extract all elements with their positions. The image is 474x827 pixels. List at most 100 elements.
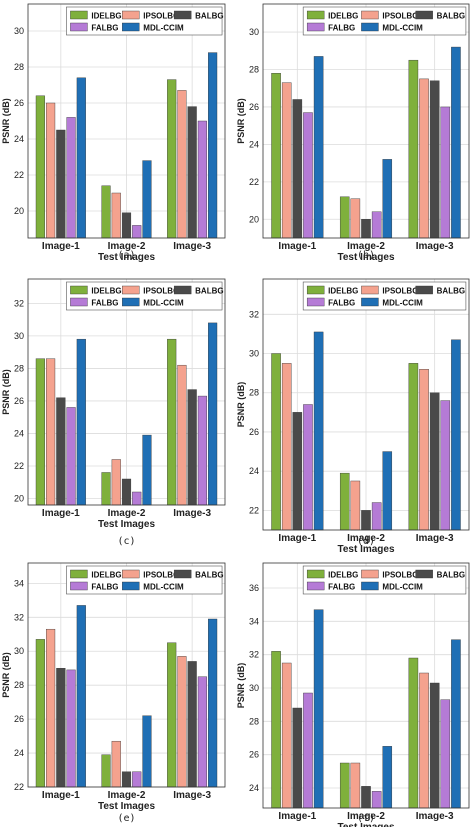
bar-ipsolbg-image-1: [281, 82, 292, 239]
x-tick-label: Image-1: [278, 533, 316, 544]
plot-frame: [262, 278, 470, 531]
legend-label-falbg: FALBG: [91, 299, 118, 308]
bar-mdl-ccim-image-1: [76, 605, 86, 788]
plot-frame: [262, 3, 470, 239]
y-tick-label: 30: [14, 26, 24, 36]
bar-ipsolbg-image-3: [419, 369, 429, 531]
bar-falbg-image-2: [132, 771, 142, 788]
y-tick-label: 32: [14, 612, 24, 622]
legend-swatch-balbg: [415, 285, 433, 295]
y-tick-label: 30: [249, 683, 259, 693]
y-tick-label: 24: [14, 428, 24, 438]
legend-label-mdl-ccim: MDL-CCIM: [382, 583, 423, 592]
bar-mdl-ccim-image-2: [142, 715, 152, 788]
x-axis-title: Test Images: [337, 822, 394, 827]
y-tick-label: 26: [249, 750, 259, 760]
legend: IDELBG IPSOLBG BALBG FALBG MDL-CCIM: [66, 565, 224, 595]
y-tick-label: 24: [14, 134, 24, 144]
bar-balbg-image-1: [56, 129, 66, 239]
legend-swatch-ipsolbg: [361, 285, 379, 295]
x-tick-label: Image-2: [347, 533, 385, 544]
y-tick-label: 32: [249, 650, 259, 660]
legend-swatch-falbg: [306, 22, 325, 32]
legend-swatch-ipsolbg: [361, 10, 379, 20]
legend-label-balbg: BALBG: [437, 571, 465, 580]
bar-ipsolbg-image-2: [350, 480, 361, 531]
bar-falbg-image-1: [66, 407, 76, 506]
bar-falbg-image-1: [303, 112, 313, 239]
panel-label: (d): [357, 536, 375, 547]
x-tick-label: Image-2: [108, 508, 146, 519]
bar-idelbg-image-3: [167, 338, 177, 506]
legend: IDELBG IPSOLBG BALBG FALBG MDL-CCIM: [302, 6, 467, 36]
bar-balbg-image-1: [56, 397, 66, 506]
bar-balbg-image-2: [361, 786, 371, 809]
bar-ipsolbg-image-2: [350, 762, 361, 809]
legend-swatch-falbg: [306, 581, 325, 591]
legend-swatch-idelbg: [306, 569, 325, 579]
bar-falbg-image-3: [440, 400, 451, 531]
legend-label-mdl-ccim: MDL-CCIM: [143, 583, 184, 592]
y-axis-title: PSNR (dB): [236, 98, 246, 144]
y-tick-label: 32: [249, 309, 259, 319]
legend-label-idelbg: IDELBG: [328, 287, 358, 296]
bar-balbg-image-3: [429, 682, 440, 809]
panel-label: (c): [117, 536, 135, 547]
legend-swatch-mdl-ccim: [361, 581, 379, 591]
bar-falbg-image-2: [371, 211, 382, 239]
bar-balbg-image-3: [429, 80, 440, 239]
bar-balbg-image-3: [187, 661, 197, 788]
bar-idelbg-image-1: [35, 358, 45, 506]
bar-ipsolbg-image-3: [419, 672, 429, 809]
bar-idelbg-image-2: [339, 196, 350, 239]
bar-mdl-ccim-image-1: [76, 338, 86, 506]
bar-falbg-image-1: [66, 117, 76, 239]
legend-label-idelbg: IDELBG: [91, 12, 121, 21]
x-tick-label: Image-1: [42, 790, 80, 801]
legend-label-ipsolbg: IPSOLBG: [143, 12, 179, 21]
x-tick-label: Image-3: [416, 241, 454, 252]
x-axis-title: Test Images: [337, 544, 394, 555]
legend-label-mdl-ccim: MDL-CCIM: [143, 299, 184, 308]
bar-falbg-image-2: [132, 491, 142, 506]
x-tick-label: Image-3: [416, 533, 454, 544]
y-tick-label: 26: [14, 396, 24, 406]
legend-label-ipsolbg: IPSOLBG: [382, 12, 418, 21]
legend-swatch-falbg: [70, 297, 88, 307]
legend-swatch-idelbg: [306, 285, 325, 295]
legend-label-falbg: FALBG: [328, 299, 355, 308]
bar-ipsolbg-image-2: [111, 459, 121, 506]
bar-ipsolbg-image-2: [350, 198, 361, 239]
bar-ipsolbg-image-3: [419, 78, 429, 239]
x-tick-label: Image-2: [347, 811, 385, 822]
legend-swatch-ipsolbg: [122, 10, 140, 20]
x-tick-label: Image-3: [173, 790, 211, 801]
y-tick-label: 24: [249, 466, 259, 476]
legend-swatch-balbg: [415, 569, 433, 579]
bar-idelbg-image-2: [101, 754, 111, 788]
legend-swatch-ipsolbg: [361, 569, 379, 579]
y-tick-label: 20: [249, 214, 259, 224]
legend-box: [66, 565, 223, 595]
bar-balbg-image-2: [361, 219, 371, 239]
bar-falbg-image-1: [66, 669, 76, 788]
bar-mdl-ccim-image-3: [451, 639, 461, 809]
legend: IDELBG IPSOLBG BALBG FALBG MDL-CCIM: [66, 6, 224, 36]
chart-panel-3: 20 22 24 26 28 30 32 Image-1 Image-2 Image-3 PSNR …: [1, 278, 226, 547]
x-axis-title: Test Images: [337, 252, 394, 263]
bar-balbg-image-3: [429, 392, 440, 531]
bar-balbg-image-1: [292, 412, 303, 531]
legend-label-ipsolbg: IPSOLBG: [143, 571, 179, 580]
y-tick-label: 26: [249, 102, 259, 112]
legend-swatch-idelbg: [70, 10, 88, 20]
bar-mdl-ccim-image-3: [451, 339, 461, 531]
y-tick-label: 28: [249, 388, 259, 398]
x-axis-title: Test Images: [98, 252, 155, 263]
y-tick-label: 22: [14, 461, 24, 471]
legend-swatch-balbg: [173, 10, 192, 20]
bar-mdl-ccim-image-3: [451, 46, 461, 239]
legend-label-balbg: BALBG: [195, 571, 223, 580]
y-tick-label: 36: [249, 583, 259, 593]
plot-frame: [27, 278, 226, 506]
